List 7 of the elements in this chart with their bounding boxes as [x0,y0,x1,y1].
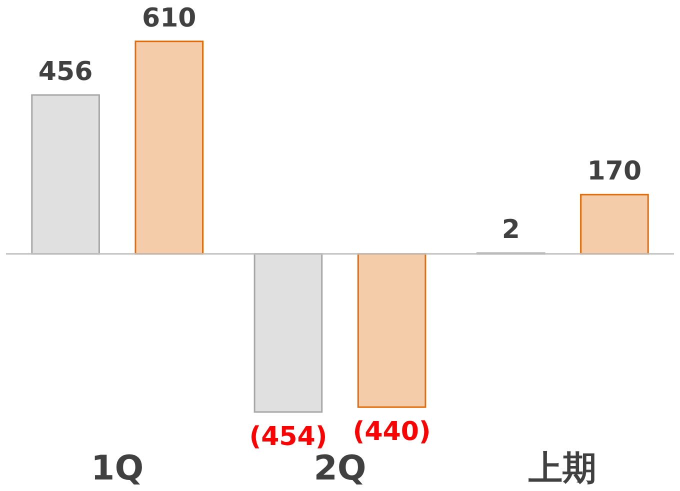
data-label: 610 [142,3,196,34]
data-label: 456 [38,56,93,87]
data-label: (440) [352,417,431,448]
data-label: 170 [587,156,642,187]
x-tick-label: 上期 [528,448,597,488]
data-label: 2 [502,215,520,246]
x-tick-label: 1Q [91,448,144,488]
